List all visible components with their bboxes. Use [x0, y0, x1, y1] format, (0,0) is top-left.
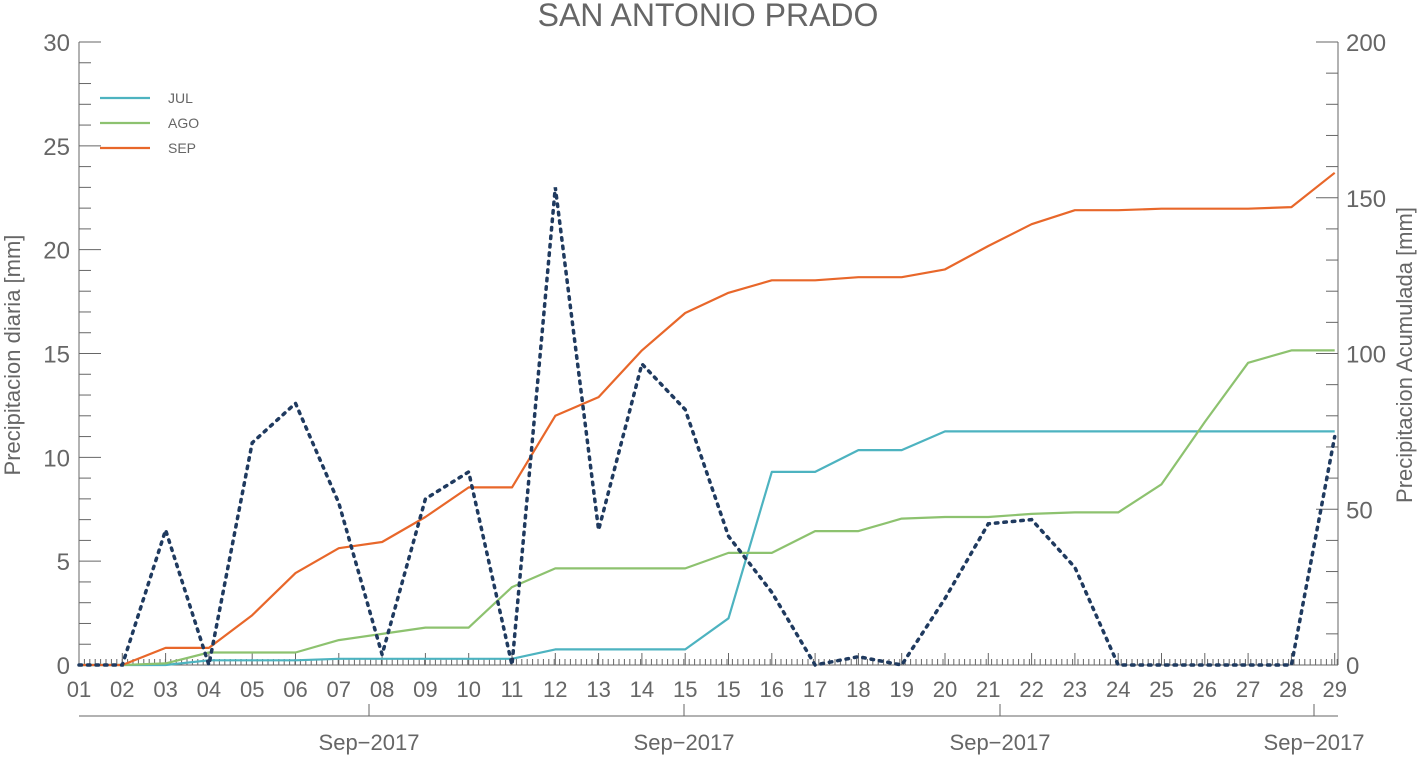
x-tick-label: 29	[1322, 677, 1346, 702]
month-label: Sep−2017	[1264, 730, 1365, 755]
y-right-tick-label: 150	[1346, 186, 1386, 213]
x-tick-label: 11	[501, 677, 524, 702]
x-tick-label: 26	[1193, 677, 1217, 702]
axes-group	[78, 42, 1339, 666]
y-axis-left-title-group: Precipitacion diaria [mm]	[0, 235, 25, 476]
y-left-tick-label: 10	[43, 445, 70, 472]
y-axis-right-title: Precipitacion Acumulada [mm]	[1392, 207, 1417, 503]
x-tick-label: 07	[327, 677, 351, 702]
x-tick-label: 04	[197, 677, 221, 702]
x-tick-label: 17	[803, 677, 827, 702]
legend: JUL AGO SEP	[100, 90, 199, 156]
x-tick-label: 08	[370, 677, 394, 702]
y-left-tick-label: 20	[43, 238, 70, 265]
y-axis-left-title: Precipitacion diaria [mm]	[0, 235, 25, 476]
x-tick-label: 15	[716, 677, 740, 702]
x-tick-label: 22	[1019, 677, 1043, 702]
x-tick-label: 25	[1149, 677, 1173, 702]
y-left-tick-label: 25	[43, 134, 70, 161]
x-tick-label: 18	[846, 677, 870, 702]
y-right-tick-label: 200	[1346, 30, 1386, 57]
y-right-ticks-group: 0 50 100 150 200	[1316, 30, 1386, 680]
x-tick-label: 02	[110, 677, 134, 702]
month-label: Sep−2017	[950, 730, 1051, 755]
month-label: Sep−2017	[634, 730, 735, 755]
series-line-ago	[79, 349, 1335, 667]
x-tick-label: 28	[1279, 677, 1303, 702]
y-right-tick-label: 100	[1346, 342, 1386, 369]
legend-label-jul: JUL	[168, 90, 193, 106]
x-tick-label: 21	[976, 677, 1000, 702]
y-right-tick-label: 50	[1346, 497, 1373, 524]
y-right-tick-label: 0	[1346, 653, 1359, 680]
chart-title: SAN ANTONIO PRADO	[538, 0, 879, 33]
legend-label-sep: SEP	[168, 140, 196, 156]
x-tick-label: 01	[67, 677, 91, 702]
y-left-tick-label: 5	[57, 549, 70, 576]
x-tick-label: 06	[283, 677, 307, 702]
legend-label-ago: AGO	[168, 115, 199, 131]
series-line-sep	[79, 171, 1336, 667]
x-tick-label: 10	[456, 677, 480, 702]
series-line-jul	[79, 430, 1335, 667]
y-left-tick-label: 15	[43, 342, 70, 369]
x-ticks-group: 01 02 03 04 05 06 07 08 09 10 11 12 13 14 15 15 16 17 18 19…	[67, 653, 1347, 702]
y-left-ticks-group: 0 5 10 15 20 25 30	[43, 30, 101, 680]
x-tick-label: 09	[413, 677, 437, 702]
x-tick-label: 05	[240, 677, 264, 702]
daily-precipitation-line	[77, 187, 1337, 667]
x-tick-label: 19	[889, 677, 913, 702]
x-tick-label: 15	[673, 677, 697, 702]
month-label: Sep−2017	[319, 730, 420, 755]
x-tick-label: 23	[1063, 677, 1087, 702]
x-tick-label: 12	[543, 677, 567, 702]
month-axis-group: Sep−2017 Sep−2017 Sep−2017 Sep−2017	[79, 704, 1364, 755]
y-left-tick-label: 30	[43, 30, 70, 57]
x-tick-label: 16	[760, 677, 784, 702]
x-tick-label: 03	[153, 677, 177, 702]
y-axis-right-title-group: Precipitacion Acumulada [mm]	[1392, 207, 1417, 503]
x-tick-label: 20	[933, 677, 957, 702]
series-lines-group	[77, 171, 1337, 667]
x-tick-label: 14	[630, 677, 654, 702]
x-tick-label: 24	[1106, 677, 1130, 702]
x-tick-label: 13	[586, 677, 610, 702]
y-left-tick-label: 0	[57, 653, 70, 680]
x-tick-label: 27	[1236, 677, 1260, 702]
